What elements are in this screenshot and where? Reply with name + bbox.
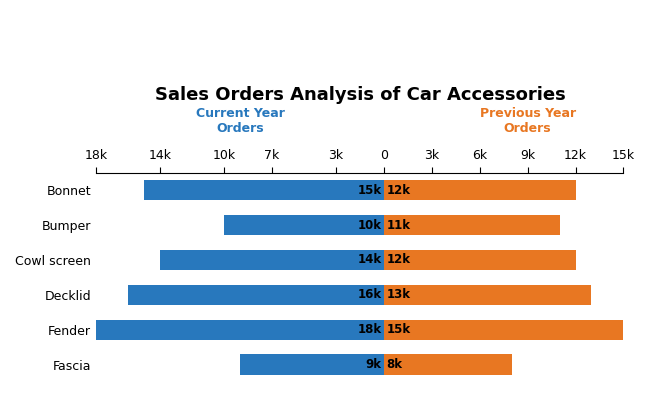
Text: 15k: 15k <box>358 184 382 197</box>
Bar <box>224 215 384 235</box>
Text: Current Year
Orders: Current Year Orders <box>196 107 285 135</box>
Text: 15k: 15k <box>386 323 410 336</box>
Text: 8k: 8k <box>386 358 402 371</box>
Text: 12k: 12k <box>386 253 410 266</box>
Bar <box>96 320 384 340</box>
Text: 14k: 14k <box>358 253 382 266</box>
Text: 18k: 18k <box>358 323 382 336</box>
Text: 12k: 12k <box>386 184 410 197</box>
Bar <box>384 355 512 375</box>
Bar <box>161 250 384 270</box>
Bar <box>384 180 575 200</box>
Bar <box>144 180 384 200</box>
Bar <box>240 355 384 375</box>
Bar <box>384 215 560 235</box>
Text: 9k: 9k <box>365 358 382 371</box>
Bar <box>384 320 623 340</box>
Bar <box>384 250 575 270</box>
Title: Sales Orders Analysis of Car Accessories: Sales Orders Analysis of Car Accessories <box>155 87 566 104</box>
Text: 13k: 13k <box>386 288 410 301</box>
Bar <box>384 285 592 305</box>
Text: 11k: 11k <box>386 218 410 231</box>
Bar <box>128 285 384 305</box>
Text: Previous Year
Orders: Previous Year Orders <box>480 107 576 135</box>
Text: 16k: 16k <box>358 288 382 301</box>
Text: 10k: 10k <box>358 218 382 231</box>
